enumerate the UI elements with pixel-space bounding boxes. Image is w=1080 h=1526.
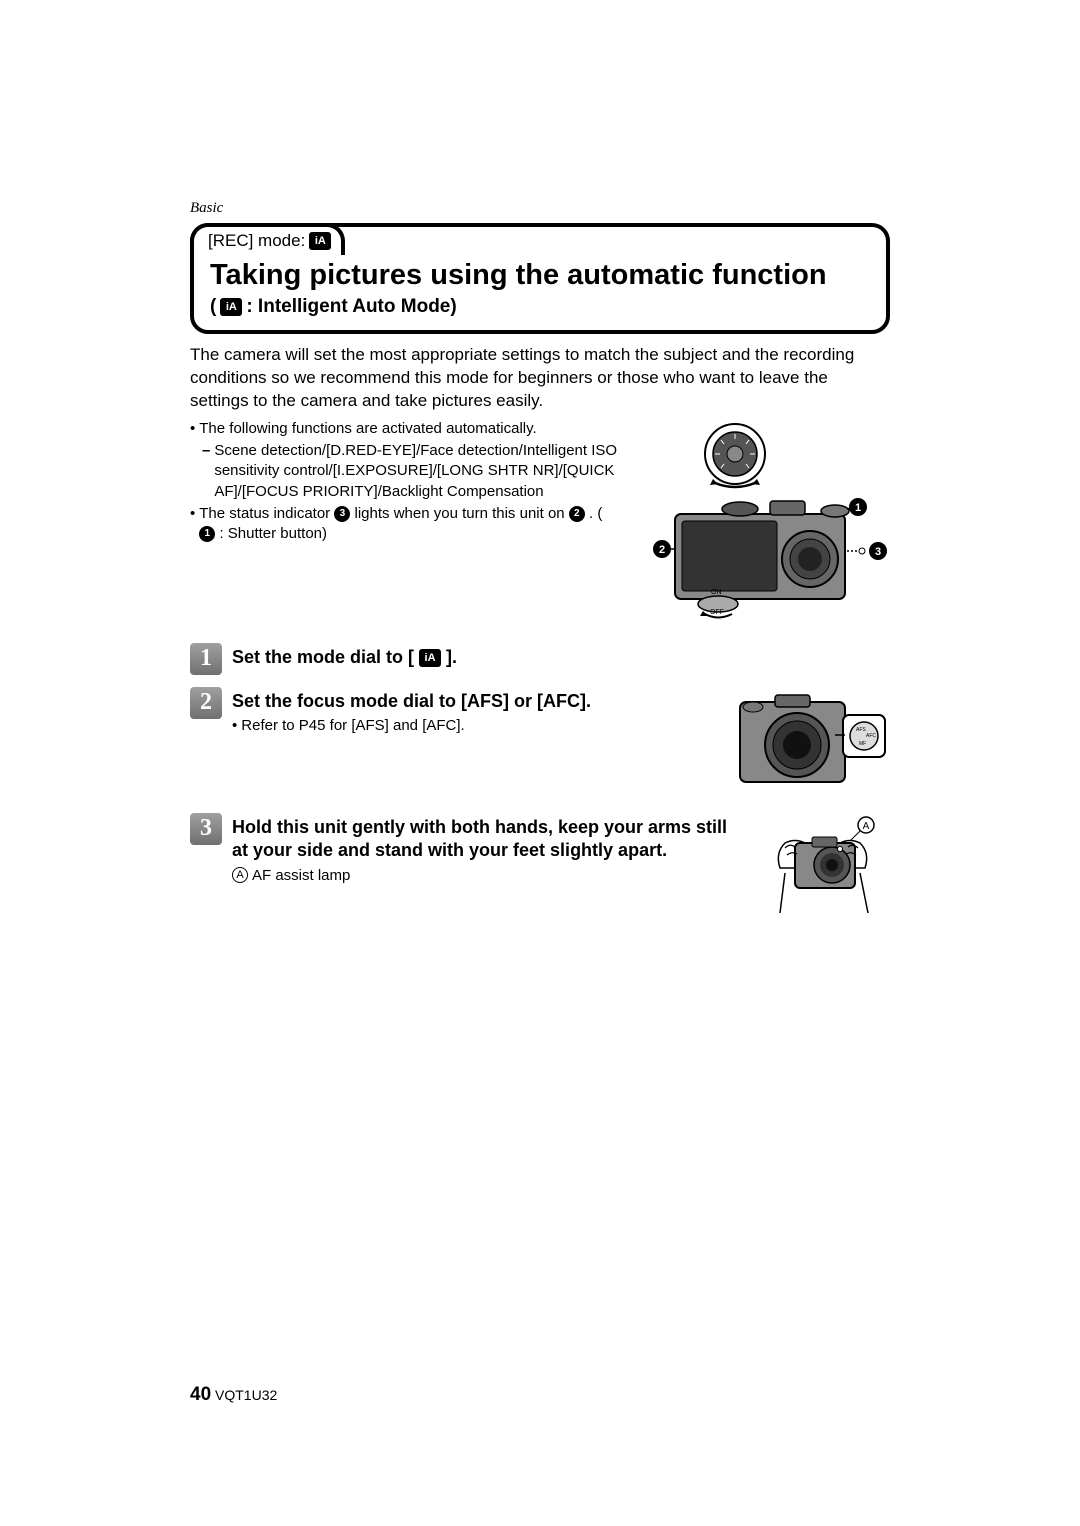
note-text: AF assist lamp [252, 867, 350, 884]
subtitle-text: : Intelligent Auto Mode) [246, 296, 456, 318]
svg-text:1: 1 [855, 502, 861, 514]
svg-text:3: 3 [875, 546, 881, 558]
page-number: 40 [190, 1384, 211, 1405]
ref-circle-2-icon: 2 [569, 506, 585, 522]
text-fragment: The status indicator [199, 505, 334, 522]
camera-diagram-top: ON OFF 1 2 3 [640, 419, 890, 619]
bullet-item: •The following functions are activated a… [190, 419, 620, 439]
page-footer: 40 VQT1U32 [190, 1384, 277, 1406]
rec-mode-text: [REC] mode: [208, 231, 305, 251]
text-fragment: . ( [589, 505, 602, 522]
subtitle-prefix: ( [210, 296, 216, 318]
doc-code: VQT1U32 [215, 1387, 277, 1403]
svg-text:MF: MF [859, 741, 866, 747]
step-number-badge: 2 [190, 687, 222, 719]
bullet-sub-item: –Scene detection/[D.RED-EYE]/Face detect… [202, 441, 620, 502]
subtitle: ( iA : Intelligent Auto Mode) [210, 296, 870, 318]
svg-text:ON: ON [711, 589, 722, 596]
step-title: Set the mode dial to [ iA ]. [232, 646, 890, 669]
bullet-item: • The status indicator 3 lights when you… [190, 504, 620, 545]
ref-circle-3-icon: 3 [334, 506, 350, 522]
intro-paragraph: The camera will set the most appropriate… [190, 344, 890, 413]
svg-text:AFC: AFC [866, 733, 876, 739]
steps-section: 1 Set the mode dial to [ iA ]. 2 Set the… [190, 643, 890, 923]
rec-mode-tab: [REC] mode: iA [190, 223, 345, 255]
step-1: 1 Set the mode dial to [ iA ]. [190, 643, 890, 675]
section-label: Basic [190, 200, 890, 217]
title-box: [REC] mode: iA Taking pictures using the… [190, 223, 890, 334]
page-title: Taking pictures using the automatic func… [210, 259, 870, 292]
ref-letter-a-icon: A [232, 867, 248, 883]
step-number-badge: 1 [190, 643, 222, 675]
step-title: Set the focus mode dial to [AFS] or [AFC… [232, 690, 715, 713]
svg-text:2: 2 [659, 544, 665, 556]
svg-text:AFS: AFS [856, 727, 866, 733]
bullet-text: The following functions are activated au… [199, 419, 536, 439]
bullet-text: The status indicator 3 lights when you t… [199, 504, 620, 545]
step-3: 3 Hold this unit gently with both hands,… [190, 813, 740, 884]
ia-mode-icon: iA [220, 298, 242, 316]
text-fragment: lights when you turn this unit on [355, 505, 569, 522]
camera-diagram-focus-dial: AFS AFC MF [735, 687, 890, 797]
step-note: •Refer to P45 for [AFS] and [AFC]. [232, 717, 715, 734]
step-number-badge: 3 [190, 813, 222, 845]
text-fragment: Set the mode dial to [ [232, 647, 414, 667]
step-2: 2 Set the focus mode dial to [AFS] or [A… [190, 687, 715, 734]
camera-diagram-holding: A [760, 813, 890, 923]
svg-text:A: A [863, 821, 870, 832]
ref-circle-1-icon: 1 [199, 526, 215, 542]
text-fragment: : Shutter button) [219, 525, 327, 542]
ia-mode-icon: iA [419, 649, 441, 667]
bullet-list: •The following functions are activated a… [190, 419, 620, 545]
step-title: Hold this unit gently with both hands, k… [232, 816, 740, 863]
step-note: A AF assist lamp [232, 867, 740, 884]
text-fragment: ]. [446, 647, 457, 667]
ia-mode-icon: iA [309, 232, 331, 250]
svg-text:OFF: OFF [710, 609, 724, 616]
bullet-sub-text: Scene detection/[D.RED-EYE]/Face detecti… [214, 441, 620, 502]
note-text: Refer to P45 for [AFS] and [AFC]. [241, 717, 464, 734]
